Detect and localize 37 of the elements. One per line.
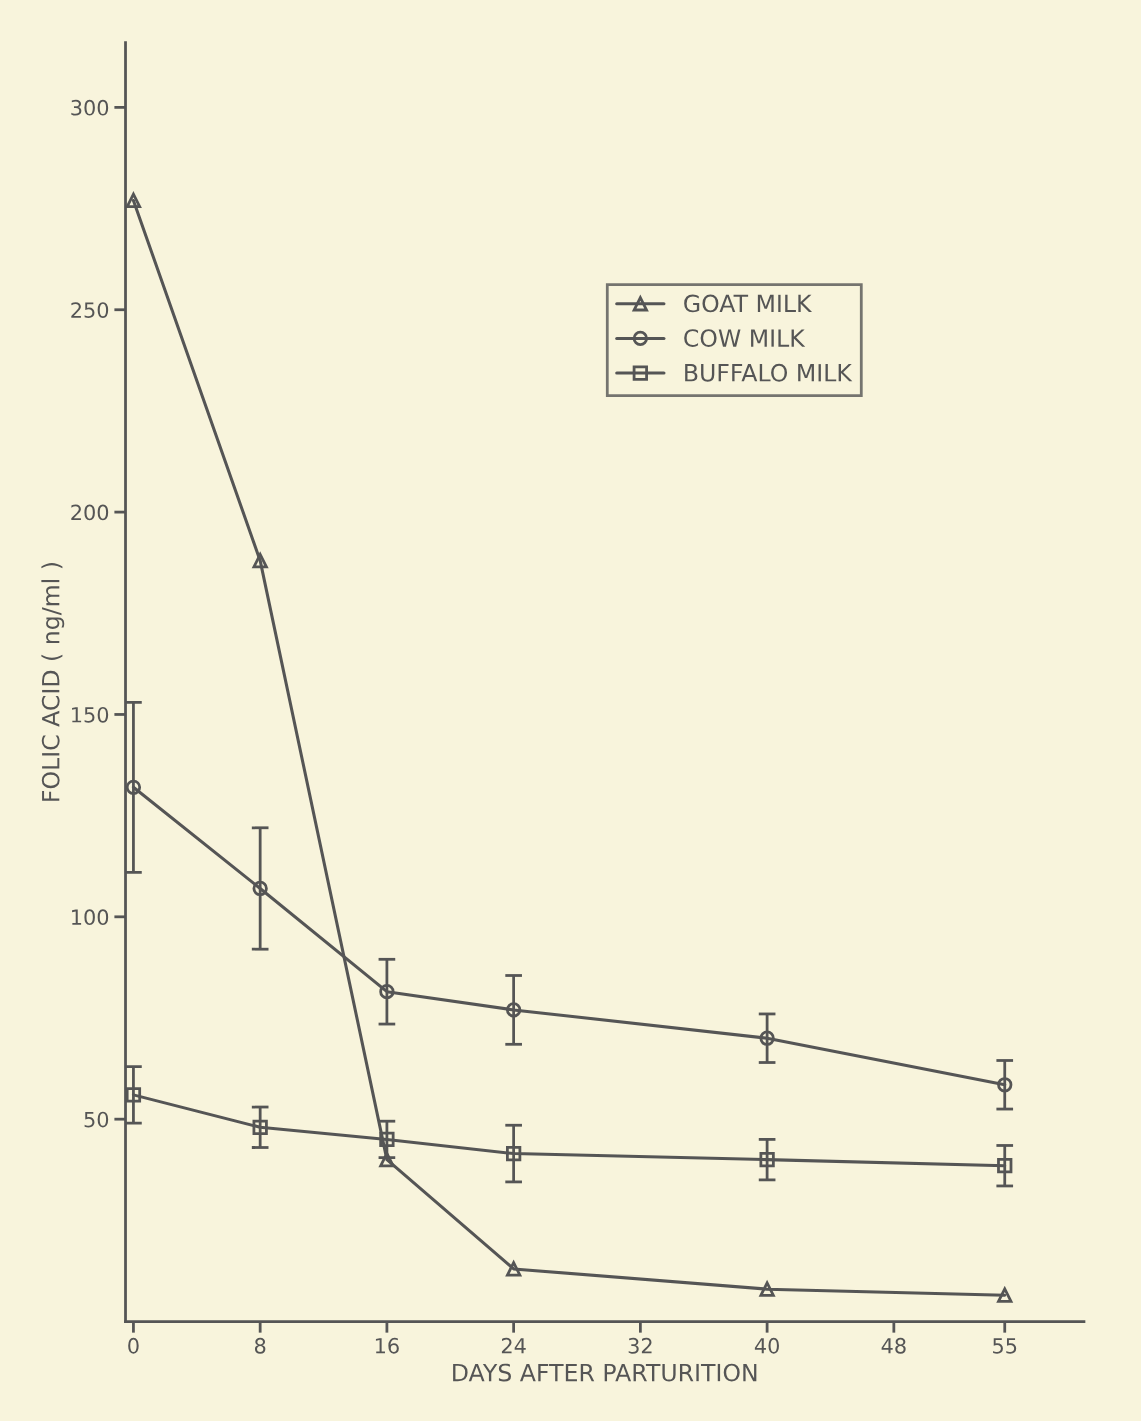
legend-label: COW MILK (684, 329, 806, 348)
y-tick-label: 200 (71, 504, 109, 521)
legend-label: GOAT MILK (684, 294, 813, 313)
point (759, 1030, 775, 1046)
point (252, 1119, 268, 1135)
x-tick-label: 40 (754, 1337, 779, 1354)
y-tick-label: 250 (71, 302, 109, 318)
point (997, 1077, 1013, 1093)
x-tick-label: 32 (628, 1337, 652, 1354)
point (997, 1287, 1013, 1303)
x-tick-label: 0 (128, 1337, 139, 1354)
point (506, 1002, 522, 1018)
point (379, 1152, 395, 1168)
y-tick-label: 50 (84, 1111, 109, 1128)
y-axis-title: FOLIC ACID ( ng/ml ) (41, 563, 65, 801)
x-tick-label: 48 (881, 1337, 906, 1354)
x-tick-label: 24 (501, 1337, 526, 1354)
point (125, 1087, 142, 1103)
point (759, 1152, 775, 1168)
x-tick-label: 8 (254, 1337, 266, 1354)
y-tick-label: 100 (72, 909, 109, 926)
y-tick-label: 300 (71, 99, 109, 116)
point (125, 192, 142, 209)
point (252, 553, 268, 569)
point (997, 1158, 1013, 1174)
point (379, 984, 395, 1000)
x-tick-label: 16 (375, 1337, 399, 1354)
x-tick-label: 55 (993, 1338, 1017, 1354)
point (252, 880, 268, 897)
point (506, 1145, 522, 1162)
x-axis-title: DAYS AFTER PARTURITION (453, 1363, 757, 1382)
legend-label: BUFFALO MILK (685, 363, 853, 382)
point (379, 1131, 395, 1148)
point (506, 1261, 522, 1277)
point (758, 1279, 776, 1297)
point (125, 779, 142, 795)
y-tick-label: 150 (72, 706, 109, 723)
